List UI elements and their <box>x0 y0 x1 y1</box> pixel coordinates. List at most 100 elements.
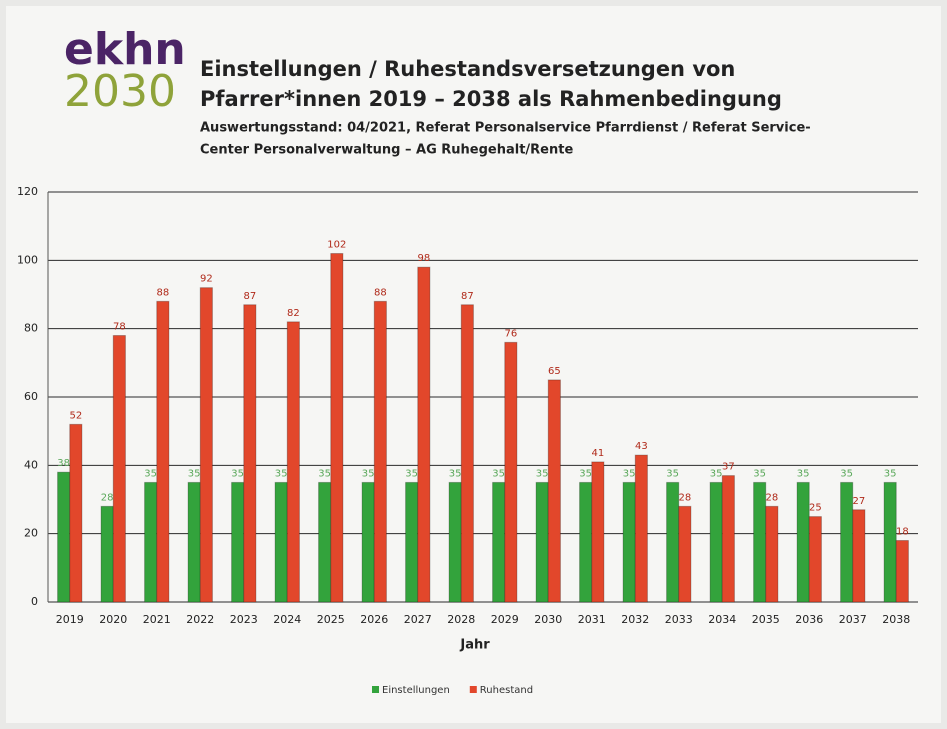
bar <box>797 482 809 602</box>
bar <box>766 506 778 602</box>
data-label: 38 <box>57 458 70 469</box>
bar <box>493 482 505 602</box>
bar <box>853 510 865 602</box>
data-label: 35 <box>144 468 157 479</box>
x-tick-label: 2025 <box>317 613 345 626</box>
chart-subtitle: Auswertungsstand: 04/2021, Referat Perso… <box>200 121 811 136</box>
data-label: 28 <box>765 492 778 503</box>
bar <box>536 482 548 602</box>
data-label: 52 <box>69 410 82 421</box>
x-tick-label: 2034 <box>708 613 736 626</box>
x-tick-label: 2022 <box>186 613 214 626</box>
bar <box>145 482 157 602</box>
x-tick-label: 2029 <box>491 613 519 626</box>
x-tick-label: 2019 <box>56 613 84 626</box>
data-label: 35 <box>623 468 636 479</box>
x-tick-label: 2027 <box>404 613 432 626</box>
data-label: 27 <box>852 496 865 507</box>
data-label: 41 <box>591 448 604 459</box>
bar <box>418 267 430 602</box>
chart: ekhn 2030 Einstellungen / Ruhestandsvers… <box>0 0 947 729</box>
bar <box>548 380 560 602</box>
x-axis-label: Jahr <box>459 638 490 653</box>
data-label: 87 <box>243 291 256 302</box>
data-label: 65 <box>548 366 561 377</box>
data-label: 28 <box>101 492 114 503</box>
bar <box>580 482 592 602</box>
data-label: 35 <box>710 468 723 479</box>
bar <box>635 455 647 602</box>
x-tick-label: 2037 <box>839 613 867 626</box>
data-label: 35 <box>884 468 897 479</box>
bar <box>244 305 256 602</box>
bar <box>101 506 113 602</box>
logo-bottom: 2030 <box>64 66 176 117</box>
x-tick-label: 2020 <box>99 613 127 626</box>
x-tick-label: 2028 <box>447 613 475 626</box>
x-tick-label: 2038 <box>882 613 910 626</box>
data-label: 76 <box>504 328 517 339</box>
data-label: 25 <box>809 503 822 514</box>
y-tick-label: 60 <box>24 390 38 403</box>
bar <box>319 482 331 602</box>
bar <box>841 482 853 602</box>
data-label: 35 <box>840 468 853 479</box>
data-label: 78 <box>113 322 126 333</box>
bar <box>188 482 200 602</box>
bar <box>809 517 821 602</box>
bar <box>157 301 169 602</box>
bar <box>679 506 691 602</box>
data-label: 98 <box>417 253 430 264</box>
bar <box>505 342 517 602</box>
data-label: 35 <box>536 468 549 479</box>
bar <box>331 254 343 603</box>
chart-subtitle: Center Personalverwaltung – AG Ruhegehal… <box>200 143 573 158</box>
y-tick-label: 120 <box>17 185 38 198</box>
x-tick-label: 2033 <box>665 613 693 626</box>
data-label: 37 <box>722 462 735 473</box>
x-tick-label: 2021 <box>143 613 171 626</box>
x-tick-label: 2023 <box>230 613 258 626</box>
x-tick-label: 2026 <box>360 613 388 626</box>
bar <box>58 472 70 602</box>
data-label: 35 <box>405 468 418 479</box>
legend-swatch <box>470 686 477 693</box>
data-label: 92 <box>200 274 213 285</box>
chart-title: Einstellungen / Ruhestandsversetzungen v… <box>200 57 735 81</box>
data-label: 35 <box>231 468 244 479</box>
legend-swatch <box>372 686 379 693</box>
data-label: 43 <box>635 441 648 452</box>
bar <box>406 482 418 602</box>
y-tick-label: 20 <box>24 527 38 540</box>
bar <box>287 322 299 602</box>
data-label: 28 <box>678 492 691 503</box>
x-tick-label: 2032 <box>621 613 649 626</box>
y-tick-label: 40 <box>24 458 38 471</box>
x-tick-label: 2030 <box>534 613 562 626</box>
bar <box>449 482 461 602</box>
data-label: 88 <box>374 287 387 298</box>
y-tick-label: 100 <box>17 253 38 266</box>
data-label: 87 <box>461 291 474 302</box>
page: {"chart_data": { "type": "bar", "logo_to… <box>0 0 947 729</box>
bar <box>200 288 212 602</box>
data-label: 18 <box>896 527 909 538</box>
data-label: 102 <box>327 240 346 251</box>
bar <box>70 424 82 602</box>
bar <box>667 482 679 602</box>
data-label: 35 <box>753 468 766 479</box>
data-label: 35 <box>492 468 505 479</box>
bar <box>884 482 896 602</box>
legend-label: Ruhestand <box>480 685 533 696</box>
bar <box>592 462 604 602</box>
bar <box>362 482 374 602</box>
data-label: 82 <box>287 308 300 319</box>
chart-title: Pfarrer*innen 2019 – 2038 als Rahmenbedi… <box>200 87 782 111</box>
data-label: 35 <box>797 468 810 479</box>
bar <box>232 482 244 602</box>
legend-label: Einstellungen <box>382 685 450 696</box>
x-tick-label: 2031 <box>578 613 606 626</box>
data-label: 35 <box>362 468 375 479</box>
x-tick-label: 2036 <box>795 613 823 626</box>
data-label: 88 <box>156 287 169 298</box>
